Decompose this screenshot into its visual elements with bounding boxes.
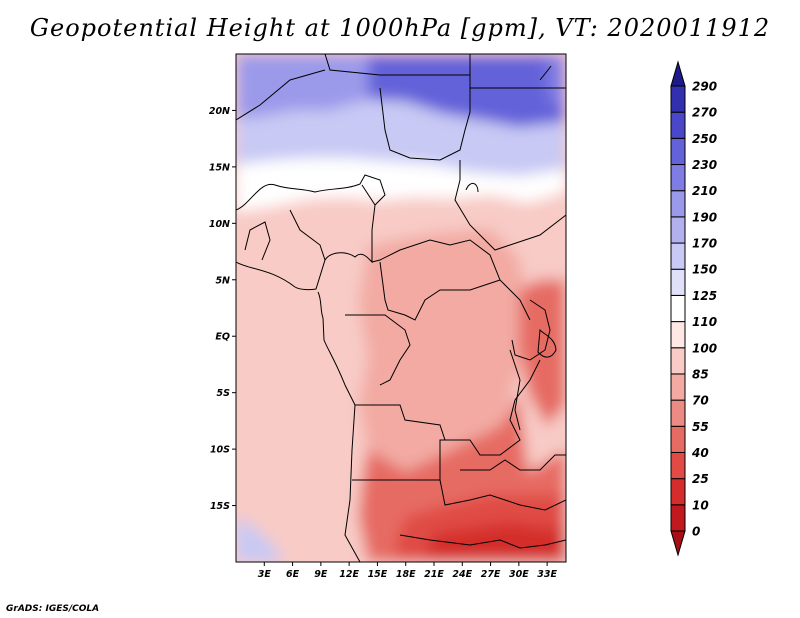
lon-tick-label: 30E — [509, 569, 529, 580]
grads-credit: GrADS: IGES/COLA — [6, 604, 100, 614]
colorbar-label: 85 — [692, 367, 709, 381]
field-region-10 — [547, 54, 566, 111]
border-sudan-south — [454, 160, 566, 251]
lat-tick-label: EQ — [215, 332, 230, 343]
colorbar: 0 10 25 40 55 70 85 100 110 125 150 170 190 210 230 250… — [670, 60, 717, 557]
border-botswana — [399, 534, 566, 549]
lat-tick-label: 10S — [210, 445, 230, 456]
colorbar-box — [670, 216, 686, 244]
map-frame — [235, 53, 567, 563]
coastline-south — [317, 291, 361, 562]
lat-tick-label: 5N — [215, 275, 230, 286]
lake-victoria — [537, 328, 557, 358]
border-benin-togo — [244, 221, 271, 261]
colorbar-label: 70 — [692, 394, 709, 408]
border-chad-north — [379, 74, 471, 161]
lat-tick-label: 15S — [210, 501, 230, 512]
colorbar-label: 210 — [692, 184, 717, 198]
map-title: Geopotential Height at 1000hPa [gpm], VT… — [29, 14, 771, 42]
lake-tanganyika — [509, 349, 521, 431]
colorbar-box — [670, 504, 686, 532]
field-region-1 — [368, 54, 566, 128]
lon-tick-label: 12E — [339, 569, 359, 580]
border-angola-zambia — [439, 439, 445, 480]
field-region-8 — [424, 522, 566, 562]
lon-tick-label: 27E — [481, 569, 501, 580]
lat-tick-label: 20N — [209, 106, 230, 117]
colorbar-upper-triangle — [670, 60, 686, 87]
border-angola-namibia — [352, 479, 566, 511]
border-nigeria — [289, 209, 326, 261]
colorbar-label: 270 — [692, 106, 717, 120]
lon-tick-label: 3E — [258, 569, 272, 580]
country-borders — [236, 54, 566, 562]
colorbar-label: 110 — [692, 315, 717, 329]
lon-tick-label: 33E — [537, 569, 557, 580]
colorbar-box — [670, 164, 686, 192]
colorbar-label: 170 — [692, 237, 717, 251]
colorbar-box — [670, 451, 686, 480]
colorbar-box — [670, 478, 686, 506]
field-region-2 — [236, 99, 566, 176]
field-region-5 — [358, 229, 529, 472]
colorbar-label: 250 — [692, 132, 717, 146]
border-sahel — [236, 174, 386, 211]
colorbar-label: 0 — [692, 525, 700, 539]
longitude-axis: 3E 6E 9E 12E 15E 18E 21E 24E 27E 30E 33E — [258, 562, 558, 580]
colorbar-box — [670, 242, 686, 270]
colorbar-label: 100 — [692, 341, 717, 355]
colorbar-label: 55 — [692, 420, 709, 434]
colorbar-label: 290 — [692, 80, 717, 94]
lat-tick-label: 15N — [209, 162, 230, 173]
border-algeria-niger — [236, 69, 326, 121]
lon-tick-label: 15E — [368, 569, 388, 580]
colorbar-box — [670, 111, 686, 139]
colorbar-box — [670, 347, 686, 375]
border-gabon-congo — [345, 314, 411, 386]
colorbar-box — [670, 190, 686, 218]
latitude-axis: 20N 15N 10N 5N EQ 5S 10S 15S — [209, 106, 236, 512]
lon-tick-label: 21E — [424, 569, 444, 580]
border-congo-north — [379, 261, 501, 321]
colorbar-box — [670, 137, 686, 166]
border-drc-south — [355, 359, 541, 456]
lon-tick-label: 9E — [314, 569, 328, 580]
lat-tick-label: 10N — [209, 219, 230, 230]
colorbar-box — [670, 399, 686, 427]
colorbar-label: 150 — [692, 263, 717, 277]
field-region-11 — [236, 516, 284, 562]
field-region-9 — [518, 279, 566, 427]
colorbar-label: 10 — [692, 498, 709, 512]
contour-fills — [236, 54, 566, 562]
border-libya — [324, 54, 471, 76]
colorbar-label: 25 — [692, 472, 709, 486]
colorbar-box — [670, 85, 686, 113]
colorbar-label: 40 — [691, 446, 709, 460]
lon-tick-label: 6E — [286, 569, 300, 580]
border-zambia — [460, 454, 566, 471]
colorbar-box — [670, 373, 686, 401]
colorbar-box — [670, 425, 686, 453]
border-uganda — [511, 299, 551, 361]
border-car — [371, 239, 531, 321]
lon-tick-label: 18E — [396, 569, 416, 580]
field-region-3 — [236, 157, 566, 212]
red-sea-coast — [539, 65, 552, 81]
colorbar-box — [670, 268, 686, 296]
marra-mountains — [465, 183, 479, 193]
colorbar-label: 230 — [692, 158, 717, 172]
colorbar-lower-triangle — [670, 530, 686, 557]
colorbar-label: 190 — [692, 210, 717, 224]
lat-tick-label: 5S — [217, 388, 231, 399]
colorbar-box — [670, 294, 686, 323]
colorbar-label: 125 — [692, 289, 717, 303]
colorbar-box — [670, 321, 686, 349]
lon-tick-label: 24E — [452, 569, 472, 580]
